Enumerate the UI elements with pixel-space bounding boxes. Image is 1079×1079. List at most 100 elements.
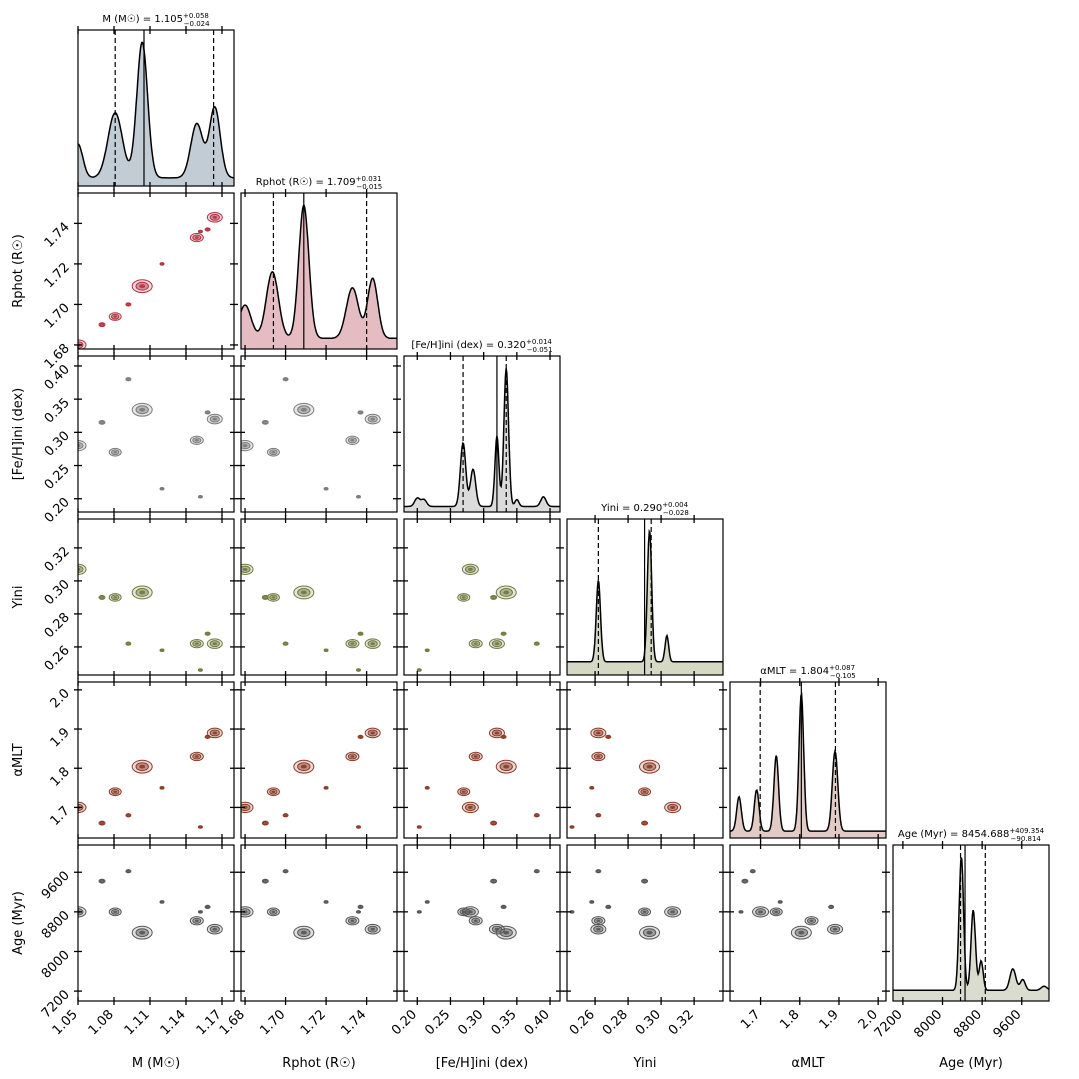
panel-M-aMLT bbox=[78, 727, 223, 829]
panel-frame bbox=[892, 844, 1050, 1002]
marginal-title-main: Yini = 0.290 bbox=[600, 503, 662, 514]
contour-core bbox=[596, 755, 601, 758]
contour-core bbox=[461, 910, 466, 914]
contour-core bbox=[502, 736, 505, 738]
contour-core bbox=[284, 814, 287, 816]
contour-core bbox=[139, 590, 146, 595]
contour-core bbox=[357, 911, 360, 913]
y-tick-label-aMLT: 1.8 bbox=[48, 764, 73, 789]
contour-core bbox=[473, 642, 478, 645]
contour-core bbox=[325, 787, 327, 789]
contour-core bbox=[127, 378, 130, 380]
y-tick-label-R: 1.72 bbox=[42, 260, 73, 291]
contour-core bbox=[670, 805, 676, 809]
contour-core bbox=[264, 822, 267, 824]
contour-core bbox=[591, 901, 593, 903]
contour-core bbox=[503, 764, 510, 769]
y-tick-label-Y: 0.26 bbox=[42, 643, 73, 674]
contour-core bbox=[212, 417, 218, 421]
contour-core bbox=[350, 642, 355, 645]
y-tick-label-FeH: 0.25 bbox=[42, 462, 73, 493]
contour-core bbox=[370, 731, 375, 735]
marginal-title-err-up: +0.014 bbox=[526, 338, 552, 346]
marginal-title-err-up: +0.031 bbox=[356, 175, 382, 183]
x-tick-label-FeH: 0.20 bbox=[389, 1007, 420, 1038]
contour-core bbox=[461, 790, 466, 793]
x-tick-label-FeH: 0.35 bbox=[489, 1007, 520, 1038]
contour-core bbox=[206, 411, 209, 413]
contour-core bbox=[359, 736, 362, 738]
panel-frame bbox=[240, 355, 398, 513]
contour-core bbox=[101, 324, 103, 326]
x-tick-label-FeH: 0.30 bbox=[455, 1007, 486, 1038]
contour-core bbox=[101, 596, 103, 598]
x-tick-label-R: 1.68 bbox=[217, 1007, 248, 1038]
contour-core bbox=[357, 826, 360, 828]
marginal-title-main: Rphot (R☉) = 1.709 bbox=[256, 177, 356, 188]
x-tick-label-M: 1.14 bbox=[158, 1007, 189, 1038]
panel-R-Y bbox=[241, 563, 381, 672]
contour-core bbox=[467, 805, 473, 809]
panel-frame bbox=[240, 681, 398, 839]
contour-core bbox=[832, 927, 838, 931]
panel-FeH-Age bbox=[416, 869, 540, 940]
contour-core bbox=[242, 805, 248, 809]
contour-core bbox=[300, 764, 307, 769]
contour-core bbox=[643, 880, 646, 882]
y-tick-label-aMLT: 1.7 bbox=[48, 804, 73, 829]
panel-frame bbox=[403, 518, 561, 676]
contour-core bbox=[264, 596, 267, 598]
contour-core bbox=[212, 731, 218, 735]
panel-frame bbox=[77, 192, 235, 350]
contour-core bbox=[127, 643, 130, 645]
x-tick-label-R: 1.74 bbox=[338, 1007, 369, 1038]
contour-core bbox=[418, 911, 420, 913]
x-axis-label-R: Rphot (R☉) bbox=[282, 1056, 356, 1071]
y-axis-label-Age: Age (Myr) bbox=[11, 891, 26, 955]
contour-core bbox=[502, 906, 505, 908]
panel-M-FeH bbox=[78, 377, 223, 499]
contour-core bbox=[350, 755, 355, 758]
y-tick-label-Y: 0.28 bbox=[42, 610, 73, 641]
panel-frame bbox=[240, 192, 398, 350]
contour-core bbox=[242, 444, 248, 448]
y-tick-label-R: 1.70 bbox=[42, 301, 73, 332]
x-axis-label-M: M (M☉) bbox=[132, 1056, 180, 1071]
contour-core bbox=[357, 669, 360, 671]
contour-core bbox=[139, 407, 146, 412]
marginal-fill-Age bbox=[893, 857, 1049, 1001]
contour-core bbox=[101, 822, 103, 824]
contour-core bbox=[502, 633, 505, 635]
y-tick-label-Age: 8000 bbox=[39, 948, 73, 982]
contour-core bbox=[418, 826, 420, 828]
contour-core bbox=[206, 736, 209, 738]
contour-core bbox=[740, 911, 742, 913]
panel-R-Age bbox=[241, 869, 381, 940]
contour-core bbox=[199, 231, 201, 232]
marginal-title-err-down: −90.814 bbox=[1011, 835, 1042, 843]
contour-core bbox=[426, 787, 428, 789]
marginal-curve-M bbox=[78, 41, 234, 179]
y-tick-label-R: 1.74 bbox=[42, 220, 73, 251]
contour-core bbox=[426, 649, 428, 651]
contour-core bbox=[492, 880, 495, 882]
contour-core bbox=[536, 870, 538, 872]
y-tick-label-aMLT: 1.9 bbox=[48, 725, 73, 750]
contour-core bbox=[212, 215, 218, 219]
x-axis-label-FeH: [Fe/H]ini (dex) bbox=[436, 1056, 529, 1071]
x-tick-label-Age: 8800 bbox=[951, 1007, 985, 1041]
contour-core bbox=[127, 303, 130, 305]
contour-core bbox=[646, 764, 653, 769]
contour-core bbox=[461, 596, 466, 599]
marginal-title-main: Age (Myr) = 8454.688 bbox=[898, 829, 1009, 840]
x-tick-label-M: 1.08 bbox=[86, 1007, 117, 1038]
contour-core bbox=[113, 451, 117, 454]
contour-core bbox=[571, 826, 573, 828]
contour-core bbox=[271, 910, 276, 914]
panel-M-R bbox=[78, 212, 223, 349]
marginal-title-main: M (M☉) = 1.105 bbox=[102, 14, 183, 25]
panel-frame bbox=[77, 681, 235, 839]
marginal-curve-R bbox=[241, 204, 397, 340]
panel-M-Age bbox=[78, 869, 223, 940]
